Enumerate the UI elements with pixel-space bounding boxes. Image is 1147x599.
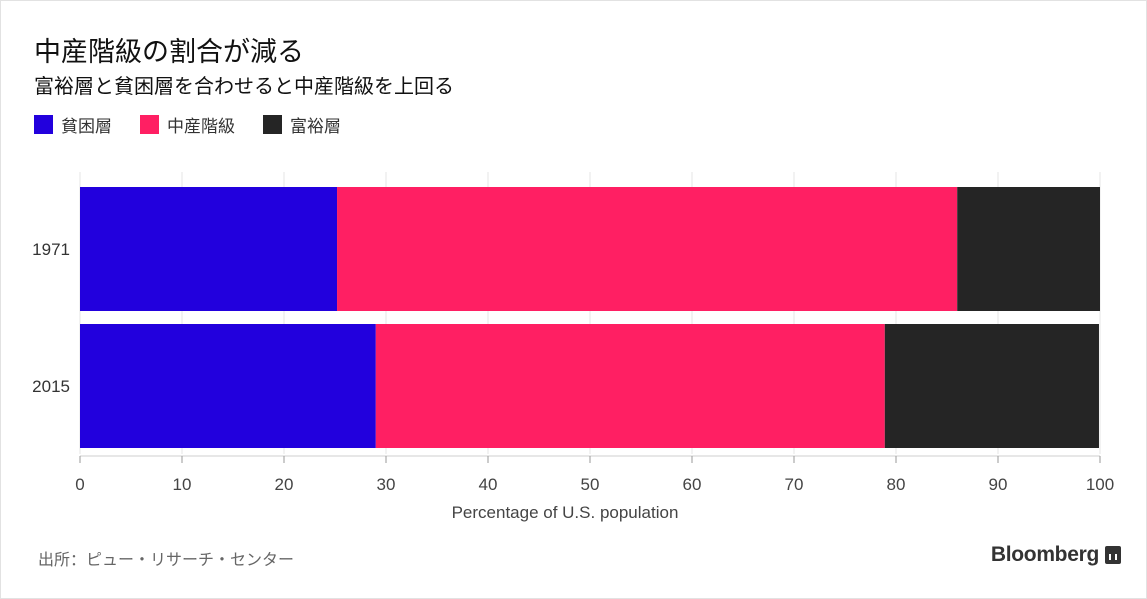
legend-label-rich: 富裕層 <box>290 117 341 137</box>
legend-item-middle: 中産階級 <box>140 112 235 137</box>
bloomberg-chart-icon <box>1105 546 1121 564</box>
category-label: 1971 <box>32 240 70 259</box>
x-tick-label: 10 <box>173 475 192 494</box>
legend: 貧困層 中産階級 富裕層 <box>34 112 341 137</box>
legend-label-poor: 貧困層 <box>61 117 112 137</box>
x-tick-label: 0 <box>75 475 84 494</box>
x-tick-label: 70 <box>785 475 804 494</box>
x-tick-label: 20 <box>275 475 294 494</box>
x-tick-label: 100 <box>1086 475 1114 494</box>
bar-1971-series-2 <box>957 187 1100 311</box>
x-tick-label: 90 <box>989 475 1008 494</box>
chart-subtitle: 富裕層と貧困層を合わせると中産階級を上回る <box>34 74 454 98</box>
legend-swatch-poor <box>34 115 53 134</box>
bar-1971-series-0 <box>80 187 338 311</box>
bar-2015-series-0 <box>80 324 376 448</box>
brand-logo: Bloomberg <box>991 543 1121 567</box>
bar-2015-series-1 <box>375 324 885 448</box>
legend-swatch-middle <box>140 115 159 134</box>
legend-item-poor: 貧困層 <box>34 112 112 137</box>
category-label: 2015 <box>32 377 70 396</box>
bar-1971-series-1 <box>337 187 958 311</box>
legend-swatch-rich <box>263 115 282 134</box>
source-note: 出所：ピュー・リサーチ・センター <box>38 550 295 569</box>
legend-item-rich: 富裕層 <box>263 112 341 137</box>
x-axis-title: Percentage of U.S. population <box>452 503 679 522</box>
x-tick-label: 80 <box>887 475 906 494</box>
x-tick-label: 60 <box>683 475 702 494</box>
brand-name: Bloomberg <box>990 543 1099 566</box>
legend-label-middle: 中産階級 <box>167 117 235 137</box>
x-tick-label: 30 <box>377 475 396 494</box>
chart-title: 中産階級の割合が減る <box>34 37 304 68</box>
x-tick-label: 50 <box>581 475 600 494</box>
x-tick-label: 40 <box>479 475 498 494</box>
bar-2015-series-2 <box>884 324 1099 448</box>
